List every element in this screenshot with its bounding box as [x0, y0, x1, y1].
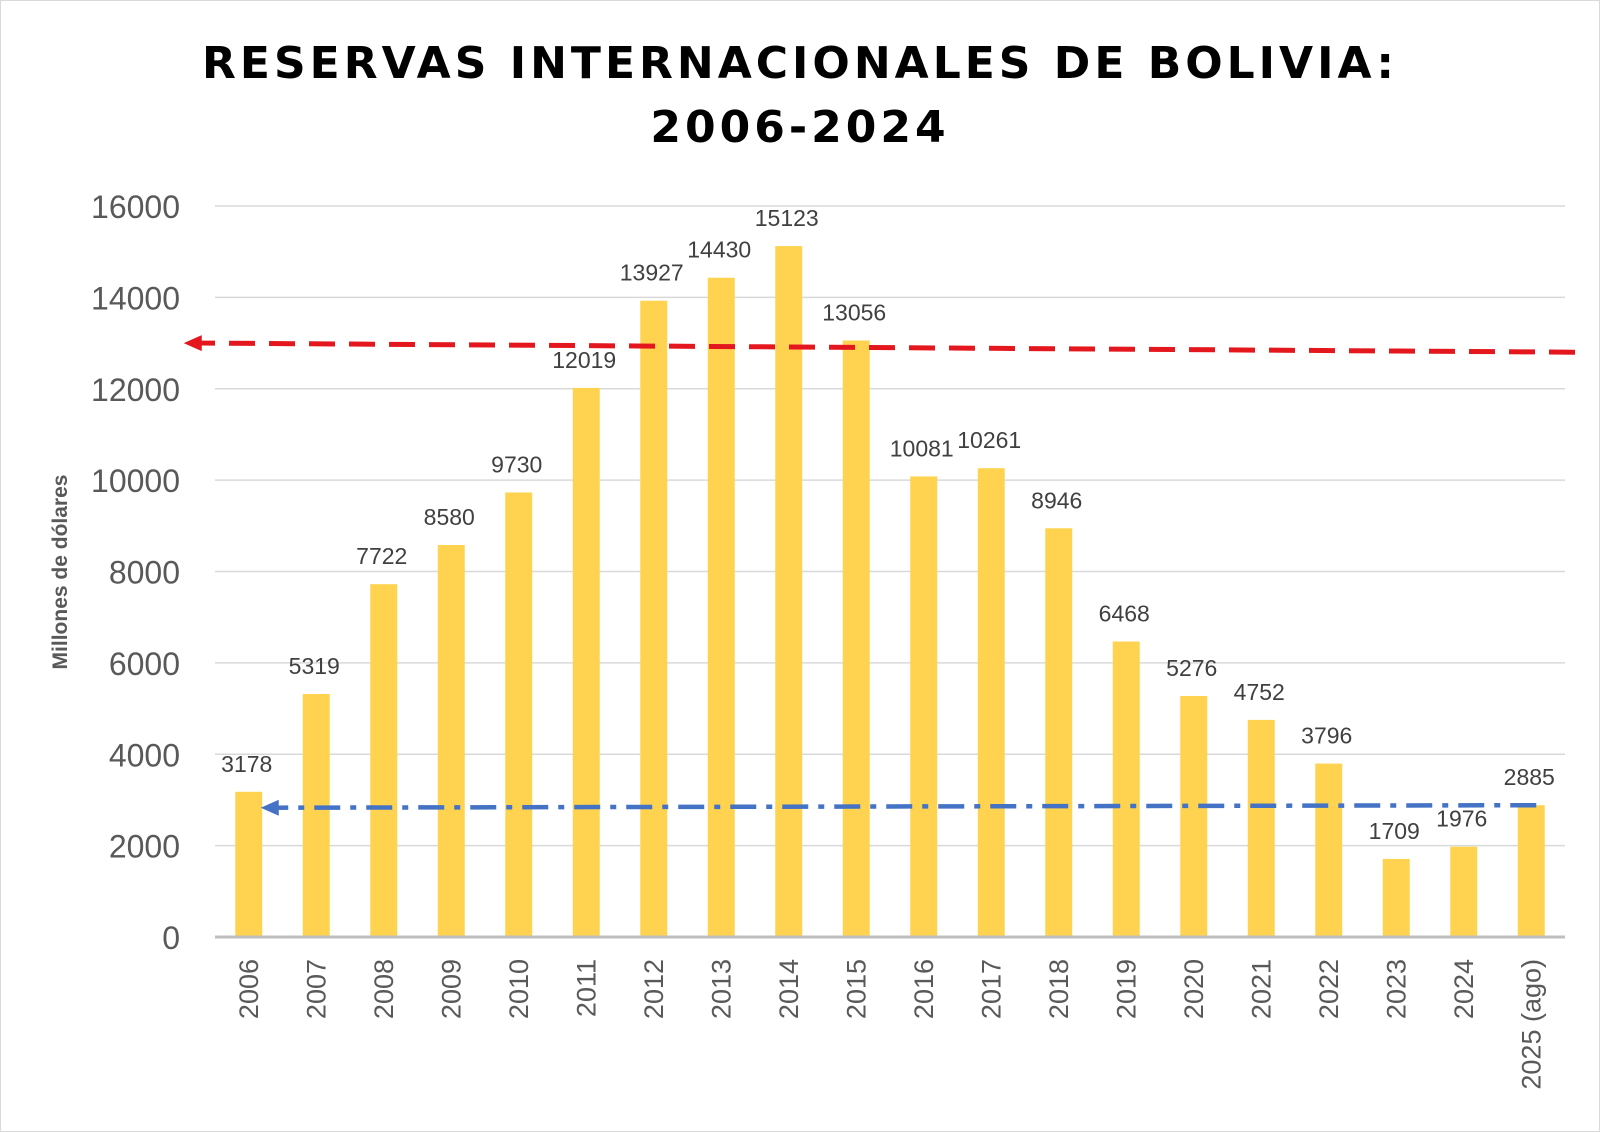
x-tick-label: 2013: [706, 959, 736, 1019]
data-label: 3796: [1301, 723, 1352, 749]
y-tick-label: 16000: [91, 189, 180, 225]
y-tick-label: 4000: [109, 737, 180, 773]
x-tick-label: 2021: [1246, 959, 1276, 1019]
bar: [842, 340, 870, 937]
blue-dashdot-reference-line: [276, 802, 1537, 810]
red-arrowhead: [183, 335, 202, 352]
bar: [707, 277, 735, 937]
x-tick-label: 2024: [1449, 959, 1479, 1019]
x-tick-label: 2019: [1111, 959, 1141, 1019]
bar: [1180, 695, 1208, 937]
blue-arrowhead: [260, 799, 279, 816]
chart-title: RESERVAS INTERNACIONALES DE BOLIVIA: 200…: [0, 32, 1600, 160]
x-tick-label: 2017: [976, 959, 1006, 1019]
x-tick-label: 2006: [234, 959, 264, 1019]
x-tick-label: 2018: [1044, 959, 1074, 1019]
data-label: 4752: [1234, 679, 1285, 705]
y-tick-label: 6000: [109, 646, 180, 682]
y-tick-label: 8000: [109, 555, 180, 591]
bar: [1382, 858, 1410, 937]
bar: [572, 387, 600, 937]
bar: [1450, 846, 1478, 937]
y-tick-label: 10000: [91, 463, 180, 499]
data-label: 1709: [1369, 818, 1420, 844]
x-tick-label: 2023: [1381, 959, 1411, 1019]
x-tick-label: 2022: [1314, 959, 1344, 1019]
x-tick-label: 2015: [841, 959, 871, 1019]
data-label: 10081: [890, 435, 954, 461]
bar: [302, 693, 330, 937]
bar: [1045, 528, 1073, 937]
x-tick-label: 2010: [504, 959, 534, 1019]
bar: [235, 791, 263, 937]
x-tick-label: 2008: [369, 959, 399, 1019]
x-tick-label: 2014: [774, 959, 804, 1019]
data-label: 13927: [620, 260, 684, 286]
chart-title-line-1: RESERVAS INTERNACIONALES DE BOLIVIA:: [202, 38, 1398, 89]
bar: [640, 300, 668, 937]
data-label: 9730: [491, 451, 542, 477]
y-tick-label: 12000: [91, 372, 180, 408]
x-tick-label: 2007: [301, 959, 331, 1019]
data-label: 14430: [687, 237, 751, 263]
data-label: 5319: [289, 653, 340, 679]
data-label: 2885: [1504, 764, 1555, 790]
x-tick-label: 2011: [571, 959, 601, 1017]
bar: [775, 246, 803, 937]
data-label: 5276: [1166, 655, 1217, 681]
data-label: 7722: [356, 543, 407, 569]
data-label: 10261: [957, 427, 1021, 453]
bar: [370, 584, 398, 937]
bar: [1247, 719, 1275, 937]
bar: [1517, 805, 1545, 937]
x-tick-label: 2012: [639, 959, 669, 1019]
x-tick-label: 2020: [1179, 959, 1209, 1019]
data-label: 8580: [424, 504, 475, 530]
y-tick-label: 2000: [109, 829, 180, 865]
data-label: 15123: [755, 205, 819, 231]
data-label: 3178: [221, 751, 272, 777]
y-tick-label: 14000: [91, 280, 180, 316]
data-label: 6468: [1099, 600, 1150, 626]
bar: [910, 476, 938, 937]
x-tick-label: 2025 (ago): [1516, 959, 1546, 1090]
red-dashed-reference-line: [199, 340, 1576, 355]
bar: [1112, 641, 1140, 937]
chart-title-line-2: 2006-2024: [650, 102, 950, 153]
y-tick-label: 0: [162, 920, 180, 956]
data-label: 12019: [552, 347, 616, 373]
bar: [437, 545, 465, 937]
x-tick-label: 2009: [436, 959, 466, 1019]
bar: [977, 468, 1005, 937]
bar: [505, 492, 533, 937]
data-label: 13056: [822, 300, 886, 326]
data-label: 1976: [1436, 806, 1487, 832]
bar: [1315, 763, 1343, 937]
x-tick-label: 2016: [909, 959, 939, 1019]
data-label: 8946: [1031, 487, 1082, 513]
